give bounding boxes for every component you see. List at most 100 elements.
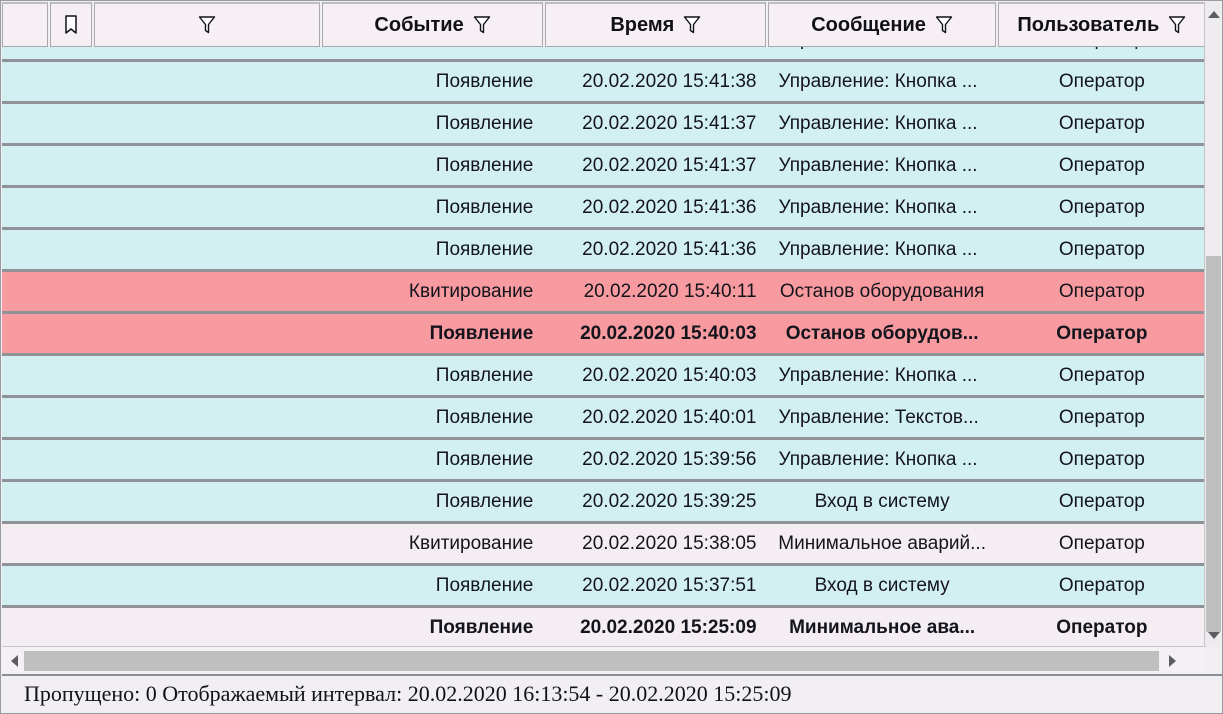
cell-user: Оператор	[1058, 448, 1145, 470]
vertical-scrollbar-thumb[interactable]	[1206, 256, 1221, 632]
cell-bookmark	[50, 314, 92, 353]
table-row[interactable]: Появление 20.02.2020 15:40:03 Останов обор…	[2, 312, 1206, 354]
column-header-sel[interactable]	[2, 2, 48, 47]
table-row[interactable]: Появление 20.02.2020 15:41:36 Управление: …	[2, 186, 1206, 228]
funnel-icon[interactable]	[473, 15, 491, 35]
column-header-label: Событие	[374, 13, 464, 36]
cell-event: Появление	[435, 448, 534, 470]
cell-message: Минимальное аварий...	[778, 532, 986, 554]
cell-sel	[2, 46, 48, 59]
cell-blank	[94, 608, 320, 647]
table-row[interactable]: Появление 20.02.2020 15:40:03 Управление: …	[2, 354, 1206, 396]
funnel-icon[interactable]	[935, 15, 953, 35]
cell-bookmark	[50, 356, 92, 395]
status-bar-text: Пропущено: 0 Отображаемый интервал: 20.0…	[24, 681, 792, 706]
cell-message: Управление: Кнопка ...	[778, 364, 978, 386]
cell-time: 20.02.2020 15:40:03	[582, 364, 757, 386]
column-header-label: Сообщение	[811, 13, 926, 36]
cell-blank	[94, 188, 320, 227]
horizontal-scrollbar-thumb[interactable]	[24, 651, 1159, 671]
scroll-up-button[interactable]	[1205, 4, 1222, 24]
cell-sel	[2, 272, 48, 311]
cell-message: Управление: Кнопка ...	[778, 238, 978, 260]
cell-sel	[2, 62, 48, 101]
cell-user: Оператор	[1058, 238, 1145, 260]
cell-bookmark	[50, 230, 92, 269]
cell-blank	[94, 314, 320, 353]
cell-event: Появление	[435, 406, 534, 428]
table-row[interactable]: Появление 20.02.2020 15:37:51 Вход в систе…	[2, 564, 1206, 606]
cell-time: 20.02.2020 15:41:38	[582, 70, 757, 92]
cell-message: Вход в систему	[814, 490, 950, 512]
bookmark-icon[interactable]	[63, 14, 79, 36]
column-header-label: Пользователь	[1017, 13, 1160, 36]
cell-user: Оператор	[1058, 406, 1145, 428]
cell-sel	[2, 188, 48, 227]
table-row[interactable]: Появление 20.02.2020 15:40:01 Управление: …	[2, 396, 1206, 438]
table-row[interactable]: Квитирование 20.02.2020 15:38:05 Минимальн…	[2, 522, 1206, 564]
cell-user: Оператор	[1056, 616, 1148, 638]
table-row[interactable]: Появление 20.02.2020 15:41:36 Управление: …	[2, 228, 1206, 270]
scroll-right-button[interactable]	[1162, 647, 1182, 675]
triangle-right-icon	[1168, 655, 1176, 667]
cell-message: Останов оборудования	[779, 280, 985, 302]
cell-event: Появление	[435, 154, 534, 176]
column-header-label: Время	[610, 13, 675, 36]
cell-message: Вход в систему	[814, 574, 950, 596]
cell-bookmark	[50, 62, 92, 101]
funnel-icon[interactable]	[1168, 15, 1186, 35]
scroll-left-button[interactable]	[4, 647, 24, 675]
column-header-event[interactable]: Событие	[321, 2, 544, 47]
cell-message: Управление: Текстов...	[778, 406, 979, 428]
table-row[interactable]: Появление 20.02.2020 15:39:56 Управление: …	[2, 438, 1206, 480]
column-header-user[interactable]: Пользователь	[997, 2, 1206, 47]
status-bar: Пропущено: 0 Отображаемый интервал: 20.0…	[2, 674, 1222, 712]
cell-time: 20.02.2020 15:39:25	[582, 490, 757, 512]
vertical-scrollbar[interactable]	[1204, 2, 1221, 647]
cell-message: Останов оборудов...	[785, 322, 979, 344]
cell-event: Появление	[429, 322, 534, 344]
cell-time: 20.02.2020 15:41:38	[545, 46, 766, 59]
table-row[interactable]: Появление 20.02.2020 15:25:09 Минимальное …	[2, 606, 1206, 647]
cell-event: Квитирование	[408, 280, 534, 302]
cell-sel	[2, 608, 48, 647]
table-row[interactable]: Появление 20.02.2020 15:39:25 Вход в систе…	[2, 480, 1206, 522]
column-header-blank_filter[interactable]	[93, 2, 320, 47]
cell-blank	[94, 272, 320, 311]
column-header-bookmark[interactable]	[49, 2, 92, 47]
cell-time: 20.02.2020 15:38:05	[582, 532, 757, 554]
cell-event: Появление	[435, 238, 534, 260]
cell-user: Оператор	[1058, 364, 1145, 386]
table-row[interactable]: Квитирование 20.02.2020 15:40:11 Останов о…	[2, 270, 1206, 312]
cell-time: 20.02.2020 15:41:36	[582, 238, 757, 260]
table-body: Появление 20.02.2020 15:41:38 Управление: …	[2, 46, 1206, 647]
column-header-message[interactable]: Сообщение	[768, 2, 996, 47]
cell-user: Оператор	[1058, 532, 1145, 554]
cell-time: 20.02.2020 15:40:01	[582, 406, 757, 428]
cell-blank	[94, 398, 320, 437]
cell-message: Управление: Кнопка ...	[769, 46, 996, 59]
funnel-icon[interactable]	[683, 15, 701, 35]
cell-event: Появление	[435, 70, 534, 92]
cell-time: 20.02.2020 15:40:11	[583, 280, 757, 302]
triangle-left-icon	[10, 655, 18, 667]
table-row[interactable]: Появление 20.02.2020 15:41:37 Управление: …	[2, 102, 1206, 144]
cell-message: Управление: Кнопка ...	[778, 112, 978, 134]
column-header-time[interactable]: Время	[545, 2, 767, 47]
cell-sel	[2, 104, 48, 143]
funnel-icon[interactable]	[198, 15, 216, 35]
cell-sel	[2, 230, 48, 269]
cell-blank	[94, 46, 320, 59]
scroll-down-button[interactable]	[1205, 625, 1222, 645]
cell-user: Оператор	[1058, 574, 1145, 596]
cell-blank	[94, 524, 320, 563]
horizontal-scrollbar[interactable]	[2, 646, 1206, 674]
table-row[interactable]: Появление 20.02.2020 15:41:37 Управление: …	[2, 144, 1206, 186]
cell-event: Появление	[435, 574, 534, 596]
cell-event: Появление	[435, 112, 534, 134]
cell-blank	[94, 482, 320, 521]
cell-user: Оператор	[1058, 490, 1145, 512]
